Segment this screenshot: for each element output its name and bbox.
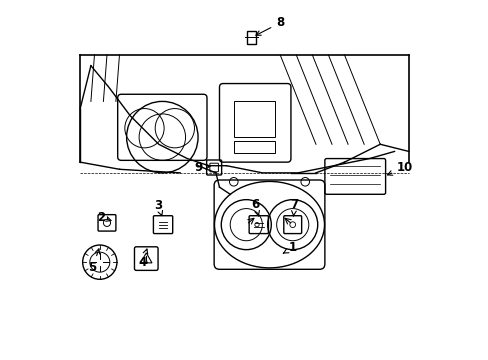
Text: 4: 4 — [138, 249, 147, 269]
Bar — [233, 141, 274, 153]
Text: 7: 7 — [290, 198, 298, 216]
Bar — [233, 102, 274, 137]
Text: 5: 5 — [88, 249, 100, 274]
Text: 9: 9 — [194, 161, 210, 174]
Text: 8: 8 — [255, 16, 284, 35]
Text: 3: 3 — [154, 198, 162, 216]
Text: 10: 10 — [386, 161, 412, 175]
Bar — [247, 31, 255, 44]
Text: 2: 2 — [97, 211, 111, 224]
Text: 6: 6 — [250, 198, 259, 216]
Text: 1: 1 — [283, 241, 296, 255]
